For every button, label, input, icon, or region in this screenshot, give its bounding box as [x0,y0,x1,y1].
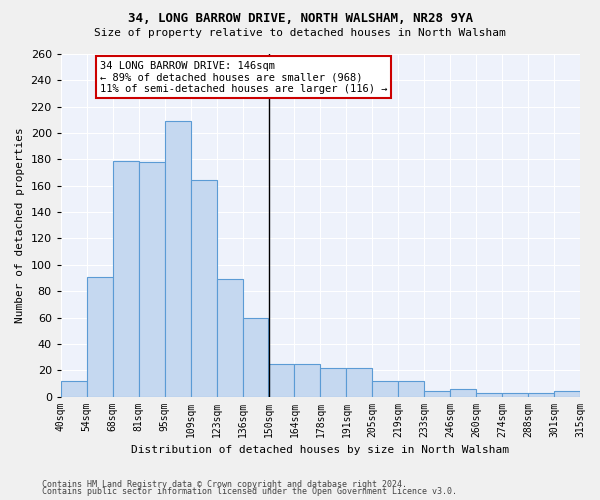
Y-axis label: Number of detached properties: Number of detached properties [15,128,25,323]
Bar [61,380,87,396]
Bar [87,276,113,396]
Bar [528,392,554,396]
Bar [346,368,373,396]
Text: 34, LONG BARROW DRIVE, NORTH WALSHAM, NR28 9YA: 34, LONG BARROW DRIVE, NORTH WALSHAM, NR… [128,12,473,26]
Bar [450,388,476,396]
Bar [320,368,346,396]
Bar [476,392,502,396]
Bar [139,162,164,396]
Bar [502,392,528,396]
Text: Contains HM Land Registry data © Crown copyright and database right 2024.: Contains HM Land Registry data © Crown c… [42,480,407,489]
X-axis label: Distribution of detached houses by size in North Walsham: Distribution of detached houses by size … [131,445,509,455]
Bar [269,364,295,396]
Bar [217,280,242,396]
Bar [113,160,139,396]
Text: Contains public sector information licensed under the Open Government Licence v3: Contains public sector information licen… [42,487,457,496]
Bar [424,392,450,396]
Bar [398,380,424,396]
Text: 34 LONG BARROW DRIVE: 146sqm
← 89% of detached houses are smaller (968)
11% of s: 34 LONG BARROW DRIVE: 146sqm ← 89% of de… [100,60,387,94]
Bar [373,380,398,396]
Text: Size of property relative to detached houses in North Walsham: Size of property relative to detached ho… [94,28,506,38]
Bar [554,392,580,396]
Bar [242,318,268,396]
Bar [191,180,217,396]
Bar [295,364,320,396]
Bar [164,121,191,396]
